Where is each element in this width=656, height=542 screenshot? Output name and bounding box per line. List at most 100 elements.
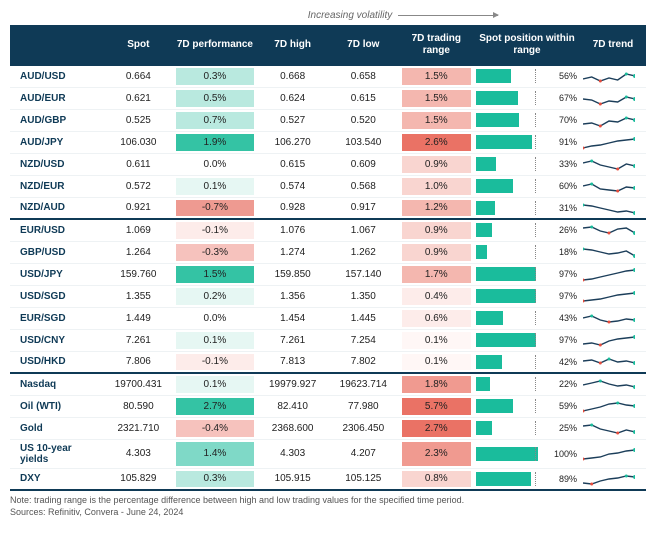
position-bar: 97% bbox=[474, 263, 580, 285]
spot-value: 0.525 bbox=[104, 109, 172, 131]
perf-value: 1.5% bbox=[173, 263, 258, 285]
col-perf: 7D performance bbox=[173, 25, 258, 65]
position-bar: 26% bbox=[474, 219, 580, 241]
row-name: Nasdaq bbox=[10, 373, 104, 395]
high-value: 4.303 bbox=[257, 439, 328, 468]
volatility-legend: Increasing volatility bbox=[160, 10, 646, 21]
table-row: Gold2321.710-0.4%2368.6002306.4502.7%25% bbox=[10, 417, 646, 439]
trend-sparkline bbox=[580, 197, 646, 219]
range-value: 0.8% bbox=[399, 468, 474, 490]
position-bar: 25% bbox=[474, 417, 580, 439]
low-value: 7.254 bbox=[328, 329, 399, 351]
trend-sparkline bbox=[580, 65, 646, 87]
trend-sparkline bbox=[580, 109, 646, 131]
row-name: USD/HKD bbox=[10, 351, 104, 373]
perf-value: 1.4% bbox=[173, 439, 258, 468]
perf-value: 0.1% bbox=[173, 373, 258, 395]
col-rng: 7D trading range bbox=[399, 25, 474, 65]
trend-sparkline bbox=[580, 468, 646, 490]
high-value: 0.574 bbox=[257, 175, 328, 197]
range-value: 1.8% bbox=[399, 373, 474, 395]
table-row: NZD/AUD0.921-0.7%0.9280.9171.2%31% bbox=[10, 197, 646, 219]
row-name: AUD/JPY bbox=[10, 131, 104, 153]
range-value: 2.7% bbox=[399, 417, 474, 439]
row-name: NZD/AUD bbox=[10, 197, 104, 219]
range-value: 0.1% bbox=[399, 351, 474, 373]
table-row: USD/SGD1.3550.2%1.3561.3500.4%97% bbox=[10, 285, 646, 307]
range-value: 2.6% bbox=[399, 131, 474, 153]
high-value: 0.668 bbox=[257, 65, 328, 87]
spot-value: 19700.431 bbox=[104, 373, 172, 395]
fx-table: Spot7D performance7D high7D low7D tradin… bbox=[10, 25, 646, 491]
range-value: 0.9% bbox=[399, 153, 474, 175]
spot-value: 159.760 bbox=[104, 263, 172, 285]
position-bar: 100% bbox=[474, 439, 580, 468]
position-bar: 56% bbox=[474, 65, 580, 87]
range-value: 0.1% bbox=[399, 329, 474, 351]
table-row: GBP/USD1.264-0.3%1.2741.2620.9%18% bbox=[10, 241, 646, 263]
high-value: 1.454 bbox=[257, 307, 328, 329]
trend-sparkline bbox=[580, 351, 646, 373]
low-value: 2306.450 bbox=[328, 417, 399, 439]
row-name: GBP/USD bbox=[10, 241, 104, 263]
spot-value: 0.921 bbox=[104, 197, 172, 219]
position-bar: 97% bbox=[474, 285, 580, 307]
spot-value: 2321.710 bbox=[104, 417, 172, 439]
spot-value: 1.449 bbox=[104, 307, 172, 329]
col-spot: Spot bbox=[104, 25, 172, 65]
volatility-label: Increasing volatility bbox=[308, 10, 392, 21]
spot-value: 0.572 bbox=[104, 175, 172, 197]
perf-value: 0.0% bbox=[173, 153, 258, 175]
table-row: US 10-year yields4.3031.4%4.3034.2072.3%… bbox=[10, 439, 646, 468]
high-value: 7.261 bbox=[257, 329, 328, 351]
trend-sparkline bbox=[580, 131, 646, 153]
trend-sparkline bbox=[580, 263, 646, 285]
position-bar: 60% bbox=[474, 175, 580, 197]
low-value: 1.067 bbox=[328, 219, 399, 241]
col-high: 7D high bbox=[257, 25, 328, 65]
perf-value: -0.1% bbox=[173, 351, 258, 373]
spot-value: 105.829 bbox=[104, 468, 172, 490]
perf-value: 0.3% bbox=[173, 468, 258, 490]
low-value: 19623.714 bbox=[328, 373, 399, 395]
table-row: EUR/USD1.069-0.1%1.0761.0670.9%26% bbox=[10, 219, 646, 241]
low-value: 105.125 bbox=[328, 468, 399, 490]
high-value: 105.915 bbox=[257, 468, 328, 490]
row-name: USD/JPY bbox=[10, 263, 104, 285]
spot-value: 1.264 bbox=[104, 241, 172, 263]
position-bar: 43% bbox=[474, 307, 580, 329]
trend-sparkline bbox=[580, 285, 646, 307]
table-row: EUR/SGD1.4490.0%1.4541.4450.6%43% bbox=[10, 307, 646, 329]
trend-sparkline bbox=[580, 329, 646, 351]
low-value: 0.609 bbox=[328, 153, 399, 175]
row-name: USD/SGD bbox=[10, 285, 104, 307]
low-value: 77.980 bbox=[328, 395, 399, 417]
row-name: USD/CNY bbox=[10, 329, 104, 351]
table-row: Oil (WTI)80.5902.7%82.41077.9805.7%59% bbox=[10, 395, 646, 417]
spot-value: 0.611 bbox=[104, 153, 172, 175]
high-value: 0.624 bbox=[257, 87, 328, 109]
col-trend: 7D trend bbox=[580, 25, 646, 65]
table-row: USD/HKD7.806-0.1%7.8137.8020.1%42% bbox=[10, 351, 646, 373]
perf-value: 2.7% bbox=[173, 395, 258, 417]
high-value: 82.410 bbox=[257, 395, 328, 417]
low-value: 157.140 bbox=[328, 263, 399, 285]
row-name: EUR/USD bbox=[10, 219, 104, 241]
spot-value: 7.261 bbox=[104, 329, 172, 351]
position-bar: 22% bbox=[474, 373, 580, 395]
position-bar: 31% bbox=[474, 197, 580, 219]
high-value: 0.928 bbox=[257, 197, 328, 219]
perf-value: -0.1% bbox=[173, 219, 258, 241]
row-name: AUD/USD bbox=[10, 65, 104, 87]
range-value: 1.5% bbox=[399, 65, 474, 87]
high-value: 2368.600 bbox=[257, 417, 328, 439]
range-value: 1.7% bbox=[399, 263, 474, 285]
position-bar: 70% bbox=[474, 109, 580, 131]
position-bar: 89% bbox=[474, 468, 580, 490]
high-value: 0.527 bbox=[257, 109, 328, 131]
range-value: 0.9% bbox=[399, 219, 474, 241]
range-value: 0.4% bbox=[399, 285, 474, 307]
high-value: 1.076 bbox=[257, 219, 328, 241]
spot-value: 1.355 bbox=[104, 285, 172, 307]
row-name: EUR/SGD bbox=[10, 307, 104, 329]
